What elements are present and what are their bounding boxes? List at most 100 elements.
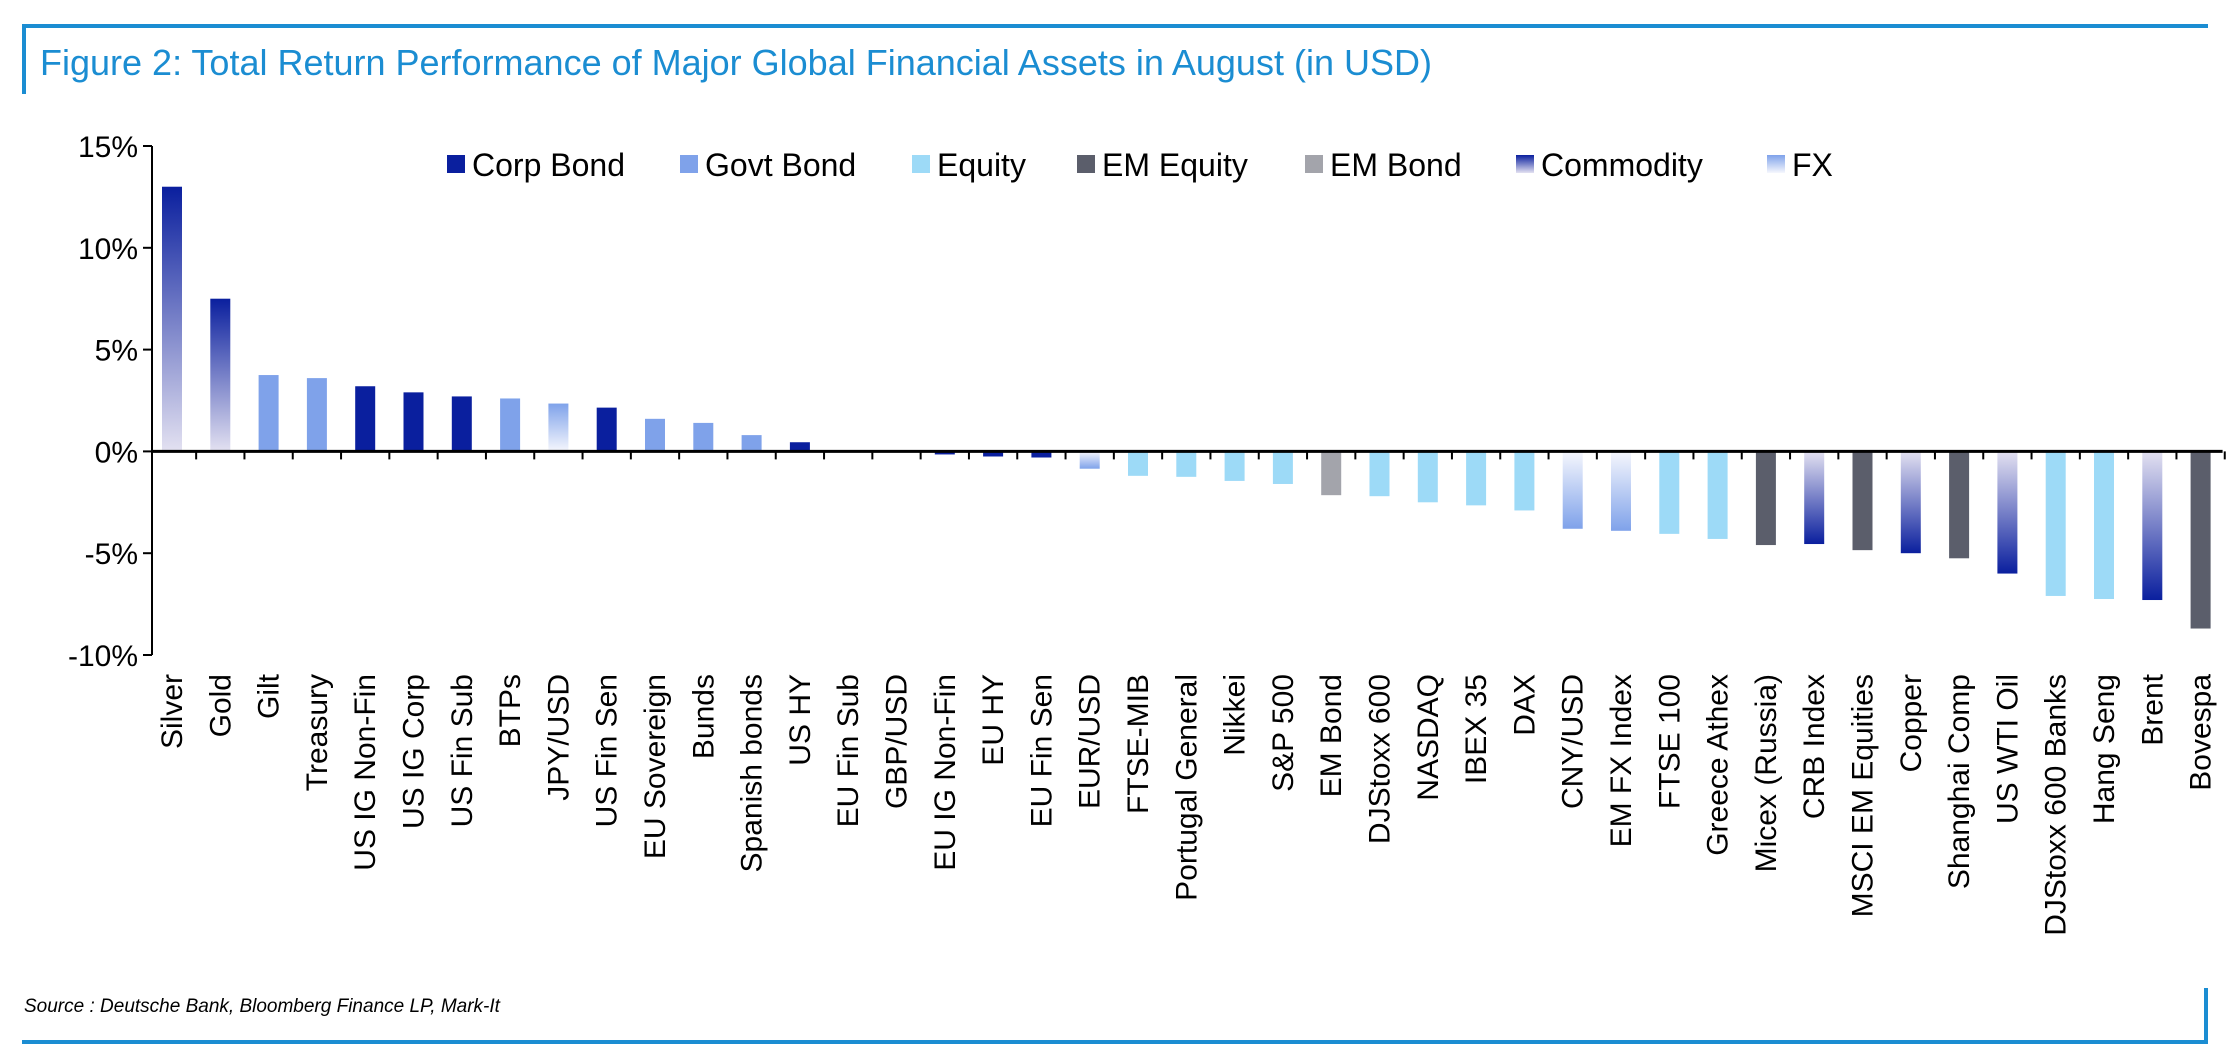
x-tick-label-us-wti-oil: US WTI Oil [1991, 674, 2024, 824]
x-tick-label-em-fx-index: EM FX Index [1605, 674, 1638, 847]
y-tick-label: -10% [68, 640, 138, 673]
bar-djstoxx-600 [1369, 451, 1390, 497]
bar-eu-hy [983, 451, 1004, 457]
x-tick-label-ftse-100: FTSE 100 [1653, 674, 1686, 809]
x-tick-label-nasdaq: NASDAQ [1412, 674, 1445, 801]
bar-spanish-bonds [741, 435, 762, 452]
bar-djstoxx-600-banks [2045, 451, 2066, 596]
x-tick-label-spanish-bonds: Spanish bonds [736, 674, 769, 873]
x-tick-label-em-bond: EM Bond [1315, 674, 1348, 797]
x-tick-label-us-fin-sub: US Fin Sub [446, 674, 479, 827]
legend-label-emeq: EM Equity [1102, 147, 1248, 183]
x-tick-label-ibex-35: IBEX 35 [1460, 674, 1493, 784]
bars [162, 186, 2211, 629]
y-tick-label: 5% [95, 335, 138, 368]
x-tick-label-treasury: Treasury [301, 674, 334, 791]
bar-us-ig-corp [403, 392, 424, 452]
bar-ibex-35 [1466, 451, 1487, 506]
bar-greece-athex [1707, 451, 1728, 539]
bar-us-hy [789, 442, 810, 452]
y-tick-label: -5% [85, 538, 138, 571]
x-tick-label-silver: Silver [156, 674, 189, 749]
bar-copper [1900, 451, 1921, 554]
bar-micex-russia [1755, 451, 1776, 546]
bar-shanghai-comp [1949, 451, 1970, 559]
x-tick-label-micex-russia: Micex (Russia) [1750, 674, 1783, 872]
x-tick-label-nikkei: Nikkei [1219, 674, 1252, 756]
x-tick-label-us-fin-sen: US Fin Sen [591, 674, 624, 827]
legend-label-embond: EM Bond [1330, 147, 1462, 183]
x-tick-label-dax: DAX [1508, 674, 1541, 736]
bar-hang-seng [2094, 451, 2114, 600]
bar-nasdaq [1417, 451, 1438, 503]
x-tick-labels: Silver Gold Gilt Treasury US IG Non-Fin US IG… [156, 673, 2218, 935]
y-tick-label: 15% [78, 131, 138, 164]
bar-nikkei [1224, 451, 1245, 481]
bar-btps [500, 398, 521, 452]
x-tick-label-djstoxx-600-banks: DJStoxx 600 Banks [2040, 674, 2073, 936]
bar-msci-em-equities [1852, 451, 1873, 551]
x-tick-label-s-p-500: S&P 500 [1267, 674, 1300, 792]
legend-label-govt: Govt Bond [705, 147, 856, 183]
x-tick-label-gilt: Gilt [253, 673, 286, 719]
bar-silver [162, 186, 182, 452]
y-tick-label: 0% [95, 436, 138, 469]
x-tick-label-eu-sovereign: EU Sovereign [639, 674, 672, 859]
bar-bovespa [2190, 451, 2211, 629]
x-tick-label-us-ig-non-fin: US IG Non-Fin [349, 674, 382, 871]
x-tick-label-portugal-general: Portugal General [1170, 674, 1203, 901]
bar-em-fx-index [1611, 451, 1631, 531]
x-tick-label-bovespa: Bovespa [2185, 674, 2218, 791]
x-tick-label-eu-fin-sub: EU Fin Sub [832, 674, 865, 827]
bar-us-ig-non-fin [355, 386, 376, 452]
chart-title: Figure 2: Total Return Performance of Ma… [40, 42, 1432, 83]
x-tick-label-shanghai-comp: Shanghai Comp [1943, 674, 1976, 889]
bar-us-fin-sen [596, 407, 617, 452]
x-tick-label-cny-usd: CNY/USD [1557, 674, 1590, 809]
x-tick-label-hang-seng: Hang Seng [2088, 674, 2121, 824]
frame-left-rule [22, 24, 26, 94]
x-tick-label-copper: Copper [1895, 674, 1928, 772]
bar-eu-fin-sen [1031, 451, 1052, 458]
legend-swatch-embond [1305, 155, 1323, 173]
legend: Corp Bond Govt Bond Equity EM Equity EM Bond… [447, 147, 1833, 183]
bar-jpy-usd [548, 403, 569, 452]
bar-us-fin-sub [451, 396, 472, 452]
x-tick-label-greece-athex: Greece Athex [1702, 674, 1735, 856]
bar-crb-index [1804, 451, 1825, 545]
bar-ftse-100 [1659, 451, 1680, 534]
x-tick-label-btps: BTPs [494, 674, 527, 747]
legend-swatch-corp [447, 155, 465, 173]
frame-top-rule [22, 24, 2208, 28]
bar-treasury [306, 378, 327, 452]
bar-eu-sovereign [645, 418, 665, 452]
bar-ftse-mib [1128, 451, 1148, 476]
legend-swatch-commodity [1516, 155, 1534, 173]
bar-gilt [258, 375, 279, 452]
bar-em-bond [1321, 451, 1342, 496]
y-tick-label: 10% [78, 233, 138, 266]
x-tick-label-djstoxx-600: DJStoxx 600 [1364, 674, 1397, 844]
bar-cny-usd [1562, 451, 1583, 529]
x-tick-label-crb-index: CRB Index [1798, 674, 1831, 819]
bar-s-p-500 [1272, 451, 1293, 484]
frame-bottom-rule [22, 1040, 2208, 1044]
x-tick-label-gbp-usd: GBP/USD [881, 674, 914, 809]
x-tick-label-brent: Brent [2136, 673, 2169, 745]
x-tick-label-gold: Gold [204, 674, 237, 737]
x-tick-label-bunds: Bunds [687, 674, 720, 759]
bar-chart: 15% 10% 5% 0% -5% -10% Silver Gold Gilt Treasury… [68, 131, 2226, 936]
bar-eu-ig-non-fin [934, 451, 955, 455]
bar-dax [1514, 451, 1535, 511]
bar-brent [2142, 451, 2163, 601]
legend-label-equity: Equity [937, 147, 1026, 183]
bar-eur-usd [1079, 451, 1100, 469]
legend-swatch-emeq [1077, 155, 1095, 173]
legend-label-fx: FX [1792, 147, 1833, 183]
bar-gold [210, 298, 231, 452]
frame-right-rule [2204, 988, 2208, 1044]
x-tick-label-eu-fin-sen: EU Fin Sen [1025, 674, 1058, 827]
legend-label-commodity: Commodity [1541, 147, 1703, 183]
x-tick-label-eur-usd: EUR/USD [1074, 674, 1107, 809]
legend-swatch-equity [912, 155, 930, 173]
